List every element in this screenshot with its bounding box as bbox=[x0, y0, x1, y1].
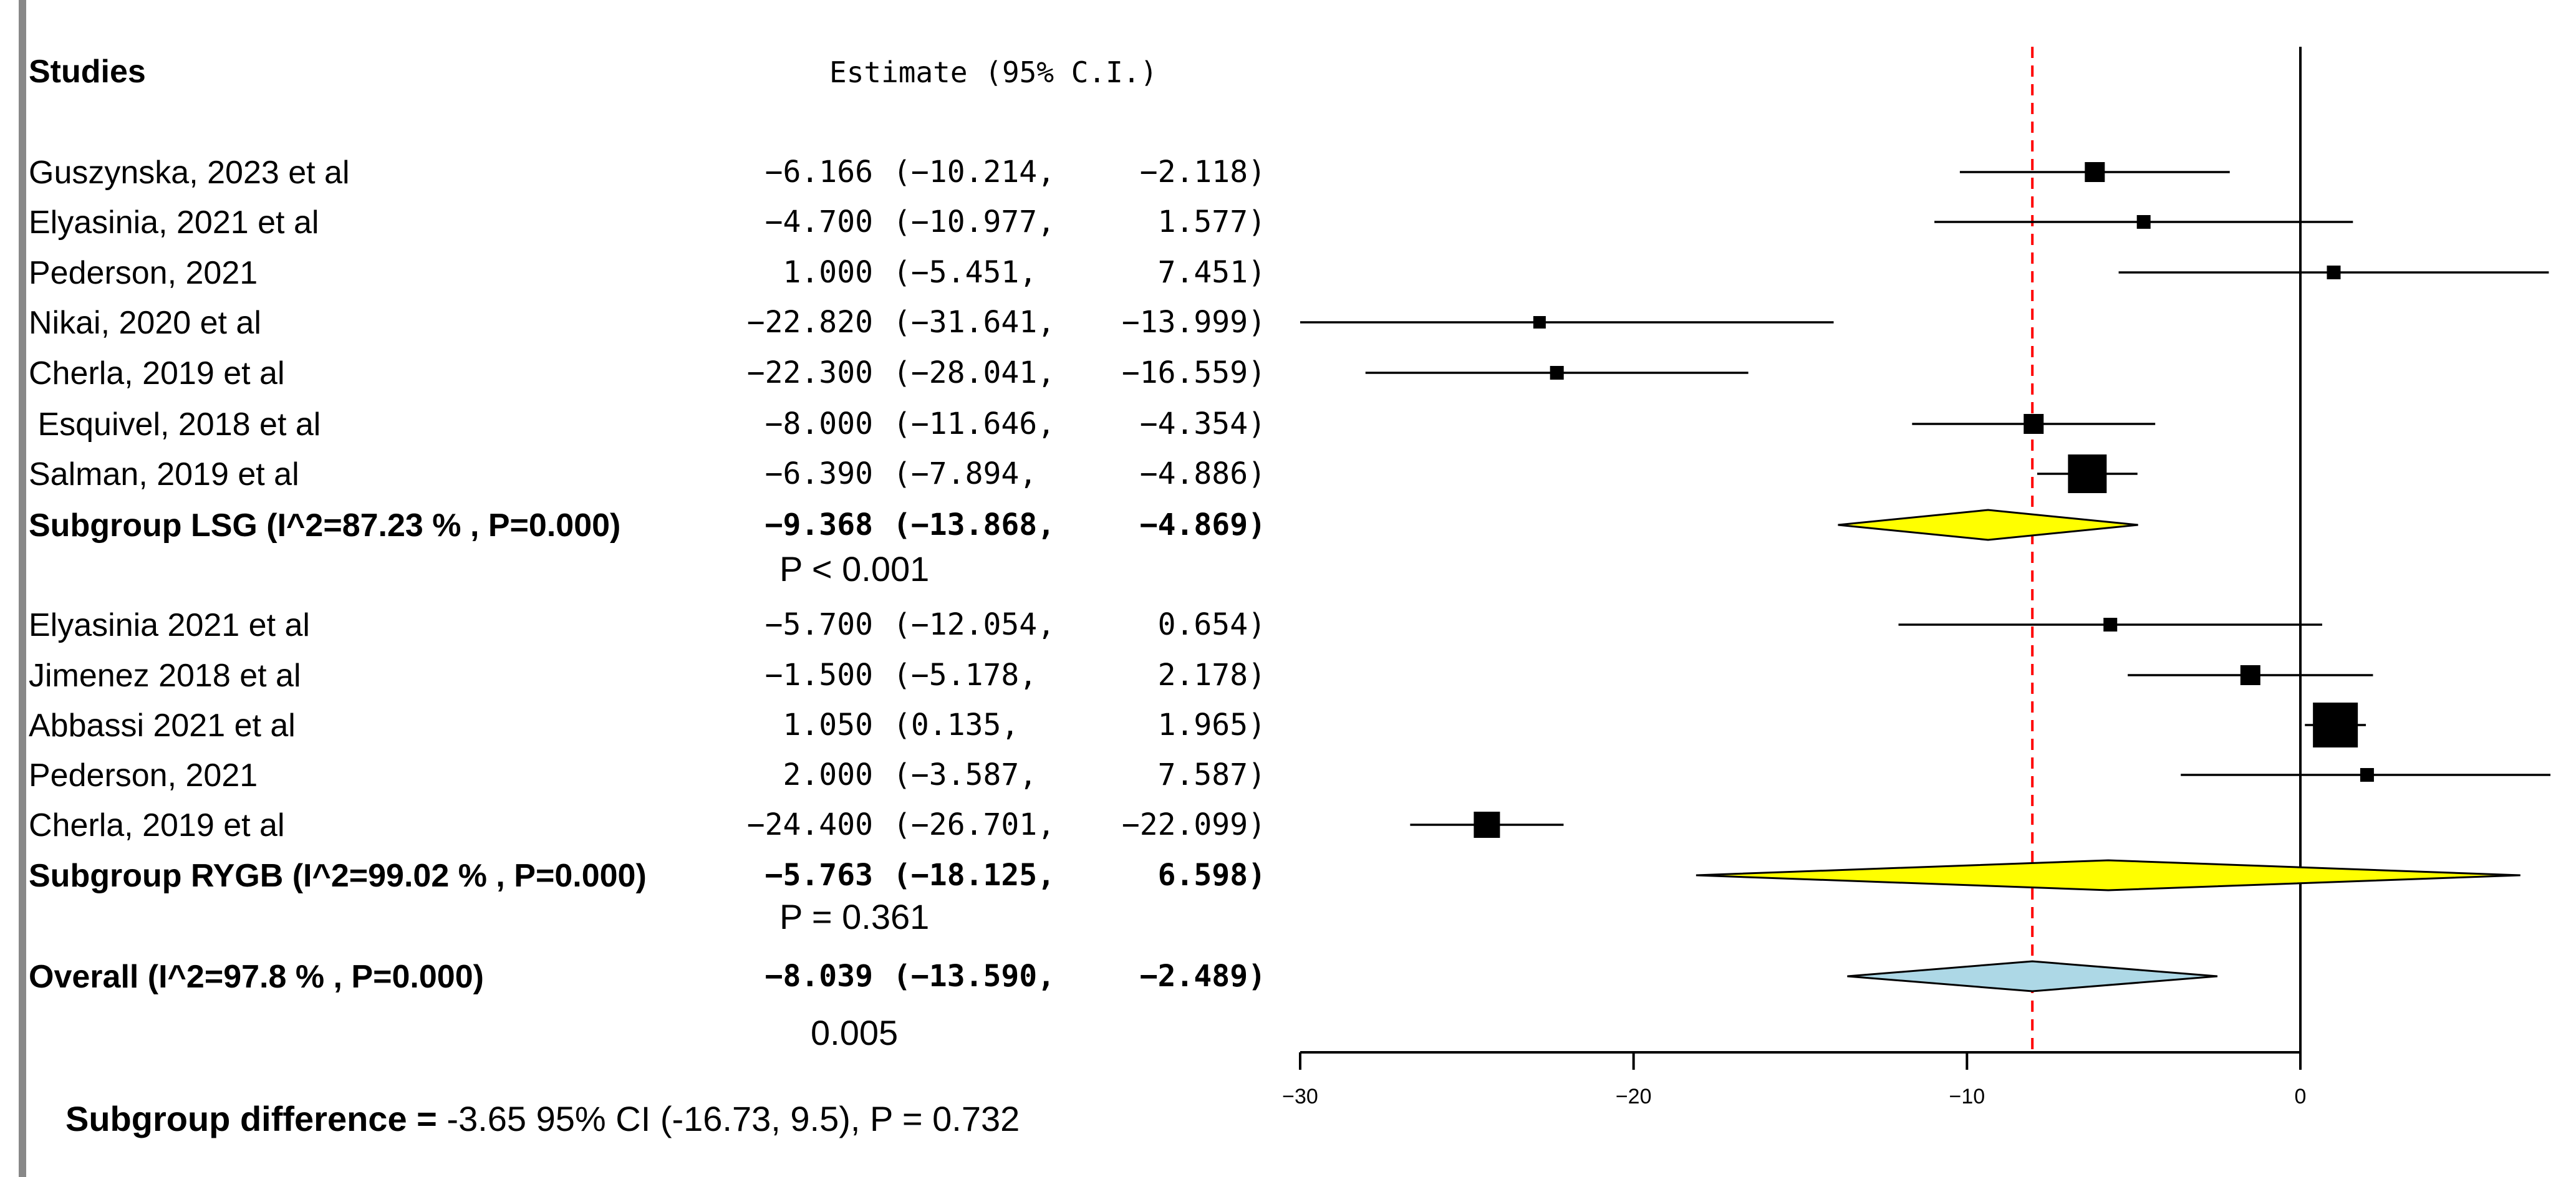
subgroup-difference: Subgroup difference = -3.65 95% CI (-16.… bbox=[65, 1099, 1020, 1138]
study-label: Cherla, 2019 et al bbox=[29, 807, 285, 843]
ci-upper-value: 7.587) bbox=[1158, 757, 1266, 792]
study-label: Elyasinia 2021 et al bbox=[29, 607, 310, 643]
estimate-value: −24.400 bbox=[747, 807, 873, 842]
estimate-value: −9.368 bbox=[765, 507, 873, 542]
x-tick-label: −10 bbox=[1949, 1085, 1985, 1108]
ci-lower-value: (−5.451, bbox=[893, 255, 1037, 290]
study-label: Abbassi 2021 et al bbox=[29, 708, 296, 744]
p-value-note: P < 0.001 bbox=[779, 549, 929, 588]
ci-lower-value: (−12.054, bbox=[893, 607, 1055, 642]
study-label: Pederson, 2021 bbox=[29, 255, 258, 291]
point-estimate-square bbox=[2024, 414, 2044, 434]
ci-upper-value: −13.999) bbox=[1122, 305, 1266, 340]
ci-lower-value: (−10.977, bbox=[893, 204, 1055, 239]
point-estimate-square bbox=[2360, 768, 2374, 782]
point-estimate-square bbox=[2136, 215, 2151, 229]
plot-area: −30 −20 −10 0 bbox=[1282, 47, 2550, 1108]
studies-header: Studies bbox=[29, 54, 146, 90]
study-label: Guszynska, 2023 et al bbox=[29, 155, 350, 191]
study-rows: Guszynska, 2023 et al −6.166 (−10.214, −2.1… bbox=[29, 155, 1266, 1052]
ci-lower-value: (−18.125, bbox=[893, 858, 1055, 893]
estimate-header: Estimate (95% C.I.) bbox=[829, 55, 1157, 89]
study-label: Elyasinia, 2021 et al bbox=[29, 204, 319, 241]
x-tick-label: −20 bbox=[1616, 1085, 1652, 1108]
study-label: Esquivel, 2018 et al bbox=[29, 406, 321, 443]
overall-diamond bbox=[1847, 960, 2218, 992]
estimate-value: 1.050 bbox=[783, 708, 874, 742]
ci-upper-value: −4.869) bbox=[1140, 507, 1266, 542]
ci-lower-value: (−31.641, bbox=[893, 305, 1055, 340]
estimate-value: 1.000 bbox=[783, 255, 874, 290]
ci-upper-value: 1.577) bbox=[1158, 204, 1266, 239]
point-estimate-square bbox=[1533, 316, 1546, 329]
ci-upper-value: −16.559) bbox=[1122, 355, 1266, 390]
point-estimate-square bbox=[2327, 266, 2341, 279]
point-estimate-square bbox=[1550, 366, 1564, 380]
point-estimate-square bbox=[2313, 703, 2358, 747]
estimate-value: −5.763 bbox=[765, 858, 873, 893]
point-estimate-square bbox=[2068, 454, 2107, 493]
x-tick-label: −30 bbox=[1282, 1085, 1318, 1108]
estimate-value: −6.166 bbox=[765, 155, 873, 190]
point-estimate-square bbox=[2240, 665, 2260, 685]
point-estimate-square bbox=[2085, 162, 2105, 182]
ci-upper-value: −2.118) bbox=[1140, 155, 1266, 190]
subgroup-difference-label: Subgroup difference = bbox=[65, 1099, 437, 1138]
ci-upper-value: 7.451) bbox=[1158, 255, 1266, 290]
subgroup-label: Subgroup RYGB (I^2=99.02 % , P=0.000) bbox=[29, 858, 647, 894]
subgroup-diamond bbox=[1838, 509, 2138, 541]
estimate-value: −1.500 bbox=[765, 658, 873, 693]
ci-upper-value: −2.489) bbox=[1140, 959, 1266, 994]
ci-upper-value: 6.598) bbox=[1158, 858, 1266, 893]
study-label: Cherla, 2019 et al bbox=[29, 355, 285, 392]
ci-lower-value: (−5.178, bbox=[893, 658, 1037, 693]
p-value-note: 0.005 bbox=[811, 1013, 898, 1052]
estimate-value: −22.300 bbox=[747, 355, 873, 390]
ci-lower-value: (−13.590, bbox=[893, 959, 1055, 994]
overall-label: Overall (I^2=97.8 % , P=0.000) bbox=[29, 959, 484, 995]
p-value-note: P = 0.361 bbox=[779, 897, 929, 936]
study-label: Nikai, 2020 et al bbox=[29, 305, 261, 341]
ci-lower-value: (−3.587, bbox=[893, 757, 1037, 792]
ci-lower-value: (−26.701, bbox=[893, 807, 1055, 842]
study-label: Jimenez 2018 et al bbox=[29, 658, 301, 694]
point-estimate-square bbox=[1474, 812, 1500, 838]
ci-lower-value: (−10.214, bbox=[893, 155, 1055, 190]
point-estimate-square bbox=[2103, 618, 2118, 632]
study-label: Pederson, 2021 bbox=[29, 757, 258, 794]
ci-lower-value: (−11.646, bbox=[893, 406, 1055, 441]
ci-lower-value: (−13.868, bbox=[893, 507, 1055, 542]
ci-lower-value: (0.135, bbox=[893, 708, 1019, 742]
left-border bbox=[19, 0, 26, 1177]
estimate-value: −5.700 bbox=[765, 607, 873, 642]
subgroup-label: Subgroup LSG (I^2=87.23 % , P=0.000) bbox=[29, 507, 620, 544]
estimate-value: −6.390 bbox=[765, 456, 873, 491]
ci-upper-value: −22.099) bbox=[1122, 807, 1266, 842]
estimate-value: −8.039 bbox=[765, 959, 873, 994]
study-label: Salman, 2019 et al bbox=[29, 456, 299, 492]
ci-upper-value: 0.654) bbox=[1158, 607, 1266, 642]
x-tick-label: 0 bbox=[2295, 1085, 2307, 1108]
ci-upper-value: 2.178) bbox=[1158, 658, 1266, 693]
subgroup-diamond bbox=[1696, 859, 2521, 891]
estimate-value: −22.820 bbox=[747, 305, 873, 340]
ci-upper-value: −4.886) bbox=[1140, 456, 1266, 491]
ci-upper-value: 1.965) bbox=[1158, 708, 1266, 742]
ci-lower-value: (−7.894, bbox=[893, 456, 1037, 491]
ci-lower-value: (−28.041, bbox=[893, 355, 1055, 390]
ci-upper-value: −4.354) bbox=[1140, 406, 1266, 441]
estimate-value: −8.000 bbox=[765, 406, 873, 441]
estimate-value: −4.700 bbox=[765, 204, 873, 239]
subgroup-difference-value: -3.65 95% CI (-16.73, 9.5), P = 0.732 bbox=[437, 1099, 1020, 1138]
estimate-value: 2.000 bbox=[783, 757, 874, 792]
